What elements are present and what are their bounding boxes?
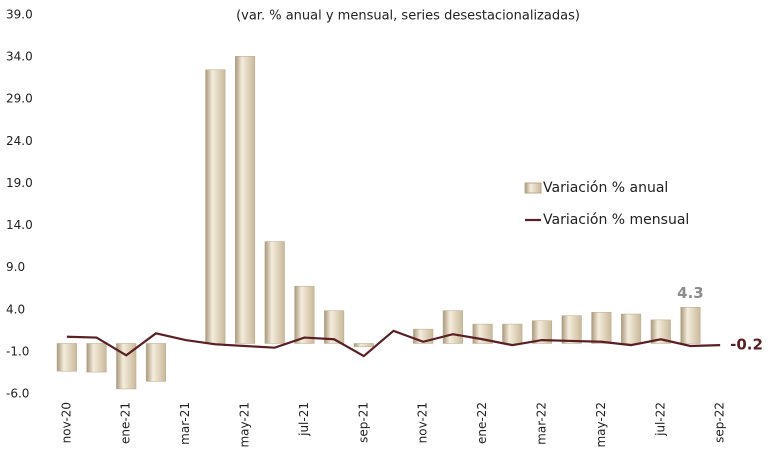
y-tick-label: -1.0 bbox=[6, 344, 29, 358]
y-tick-label: 14.0 bbox=[6, 218, 33, 232]
bar bbox=[502, 323, 523, 344]
bar bbox=[294, 285, 315, 344]
x-tick-label: jul-21 bbox=[297, 402, 311, 437]
bar bbox=[650, 319, 671, 344]
y-tick-label: 34.0 bbox=[6, 50, 33, 64]
line bbox=[66, 329, 721, 358]
x-tick-label: sep-22 bbox=[713, 402, 727, 443]
bar bbox=[621, 313, 642, 344]
chart-subtitle: (var. % anual y mensual, series desestac… bbox=[236, 9, 580, 24]
legend-swatch bbox=[524, 182, 542, 194]
legend-label: Variación % mensual bbox=[543, 212, 689, 228]
y-tick-label: 9.0 bbox=[6, 260, 25, 274]
x-tick-label: sep-21 bbox=[356, 402, 370, 443]
x-tick-label: mar-21 bbox=[178, 402, 192, 445]
y-tick-label: 29.0 bbox=[6, 92, 33, 106]
y-tick-label: 19.0 bbox=[6, 176, 33, 190]
x-tick-label: nov-21 bbox=[416, 402, 430, 443]
x-tick-label: jul-22 bbox=[653, 402, 667, 437]
y-tick-label: 24.0 bbox=[6, 134, 33, 148]
data-label: 4.3 bbox=[677, 284, 704, 302]
bar bbox=[116, 343, 137, 390]
bar bbox=[234, 56, 256, 344]
bar bbox=[353, 343, 374, 348]
x-tick-label: mar-22 bbox=[534, 402, 548, 445]
bar bbox=[205, 69, 226, 344]
y-tick-label: 39.0 bbox=[6, 8, 33, 22]
bar bbox=[561, 315, 582, 344]
bar bbox=[442, 310, 463, 344]
bar bbox=[145, 343, 166, 382]
bar bbox=[86, 343, 107, 373]
x-tick-label: may-21 bbox=[238, 402, 252, 448]
bar bbox=[264, 241, 285, 344]
x-tick-label: nov-20 bbox=[59, 402, 73, 443]
bar bbox=[680, 307, 701, 344]
legend-label: Variación % anual bbox=[543, 180, 668, 196]
y-tick-label: 4.0 bbox=[6, 302, 25, 316]
bar bbox=[591, 312, 612, 344]
data-label: -0.2 bbox=[730, 336, 763, 354]
bar bbox=[531, 320, 553, 344]
x-tick-label: may-22 bbox=[594, 402, 608, 448]
x-tick-label: ene-22 bbox=[475, 402, 489, 444]
y-tick-label: -6.0 bbox=[6, 387, 29, 401]
bar bbox=[56, 343, 77, 372]
bar bbox=[324, 310, 345, 344]
x-tick-label: ene-21 bbox=[119, 402, 133, 444]
